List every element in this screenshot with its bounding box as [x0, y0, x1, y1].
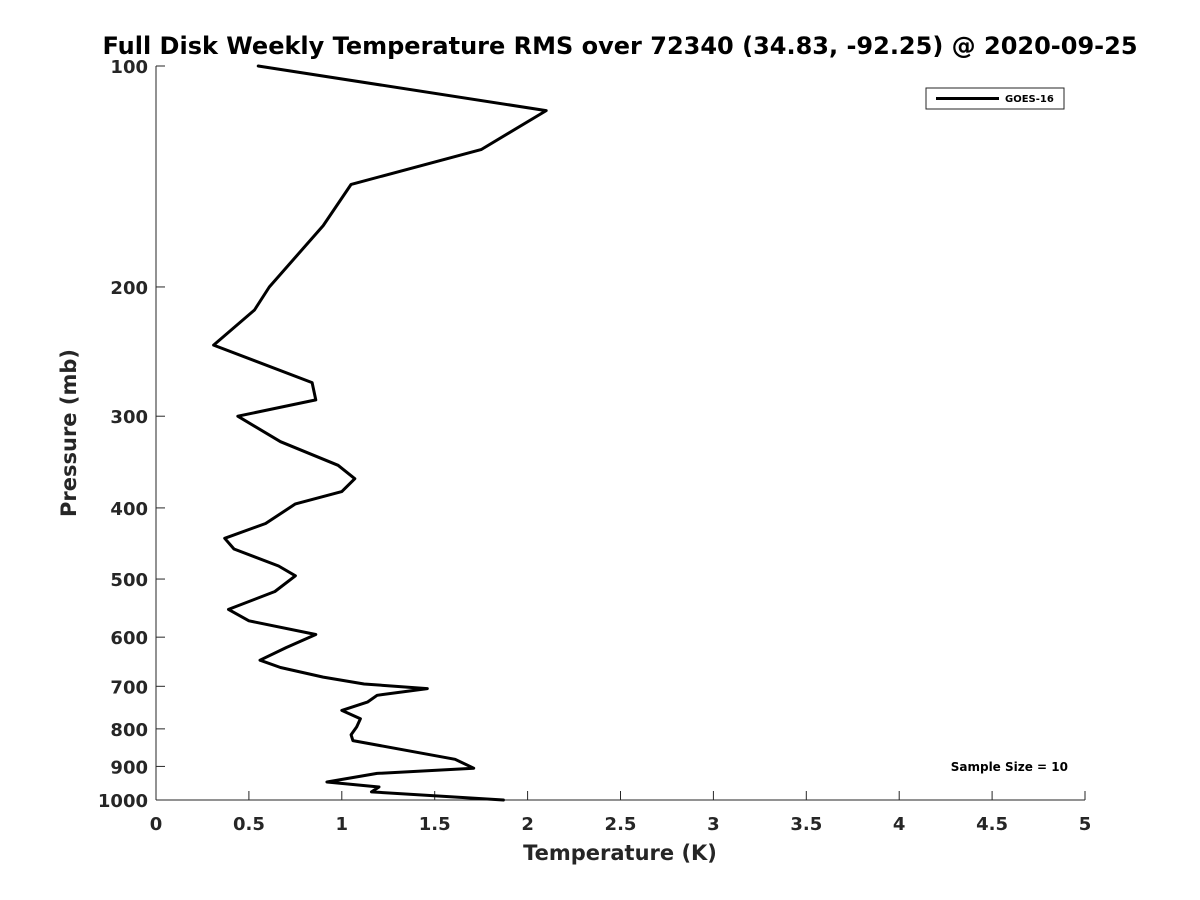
- y-tick-label: 700: [110, 677, 148, 698]
- y-tick-label: 300: [110, 407, 148, 428]
- x-tick-label: 2.5: [605, 814, 637, 835]
- x-tick-group: 0 0.5 1 1.5 2 2.5 3 3.5 4 4.5 5: [150, 791, 1092, 835]
- x-tick-label: 0.5: [233, 814, 265, 835]
- x-tick-label: 3: [707, 814, 720, 835]
- x-tick-label: 2: [521, 814, 534, 835]
- y-tick-label: 1000: [98, 791, 148, 812]
- y-tick-label: 900: [110, 757, 148, 778]
- y-tick-label: 800: [110, 720, 148, 741]
- y-tick-group: 100 200 300 400 500 600 700 800 900 1000: [98, 57, 165, 812]
- y-tick-label: 600: [110, 628, 148, 649]
- series-layer: [212, 64, 548, 802]
- y-axis-label: Pressure (mb): [57, 349, 81, 517]
- y-tick-label: 100: [110, 57, 148, 78]
- x-tick-label: 3.5: [790, 814, 822, 835]
- y-tick-label: 400: [110, 499, 148, 520]
- x-tick-label: 5: [1079, 814, 1092, 835]
- x-tick-label: 1.5: [419, 814, 451, 835]
- series-line-goes-16: [212, 64, 548, 802]
- legend-entry-goes-16: GOES-16: [1005, 94, 1054, 105]
- x-tick-label: 4.5: [976, 814, 1008, 835]
- x-tick-label: 1: [336, 814, 349, 835]
- y-tick-label: 200: [110, 278, 148, 299]
- legend: GOES-16: [925, 87, 1065, 110]
- x-axis-label: Temperature (K): [523, 841, 717, 865]
- x-tick-label: 0: [150, 814, 163, 835]
- chart-title: Full Disk Weekly Temperature RMS over 72…: [102, 32, 1137, 60]
- y-tick-label: 500: [110, 570, 148, 591]
- x-tick-label: 4: [893, 814, 906, 835]
- plot-area: [155, 66, 1085, 801]
- sample-size-annotation: Sample Size = 10: [951, 760, 1068, 774]
